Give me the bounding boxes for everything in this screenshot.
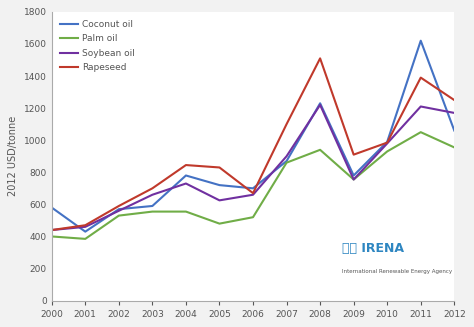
Rapeseed: [217, 165, 222, 169]
Rapeseed: [49, 228, 55, 232]
Soybean oil: [217, 198, 222, 202]
Rapeseed: [284, 122, 290, 126]
Soybean oil: [284, 154, 290, 158]
Palm oil: [217, 222, 222, 226]
Coconut oil: [49, 206, 55, 210]
Rapeseed: [351, 153, 356, 157]
Palm oil: [384, 149, 390, 153]
Line: Rapeseed: Rapeseed: [52, 58, 454, 230]
Soybean oil: [116, 209, 122, 213]
Coconut oil: [418, 39, 424, 43]
Text: ⓈⓈ IRENA: ⓈⓈ IRENA: [342, 242, 403, 255]
Y-axis label: 2012 USD/tonne: 2012 USD/tonne: [9, 116, 18, 196]
Soybean oil: [183, 181, 189, 185]
Rapeseed: [149, 186, 155, 190]
Palm oil: [284, 161, 290, 164]
Palm oil: [418, 130, 424, 134]
Palm oil: [351, 178, 356, 181]
Coconut oil: [116, 207, 122, 211]
Soybean oil: [49, 228, 55, 232]
Rapeseed: [250, 191, 256, 195]
Palm oil: [451, 146, 457, 149]
Coconut oil: [217, 183, 222, 187]
Coconut oil: [351, 174, 356, 178]
Soybean oil: [317, 103, 323, 107]
Coconut oil: [317, 101, 323, 105]
Palm oil: [250, 215, 256, 219]
Coconut oil: [250, 186, 256, 190]
Text: International Renewable Energy Agency: International Renewable Energy Agency: [342, 269, 452, 274]
Line: Palm oil: Palm oil: [52, 132, 454, 239]
Palm oil: [82, 237, 88, 241]
Rapeseed: [317, 56, 323, 60]
Soybean oil: [451, 111, 457, 115]
Palm oil: [149, 210, 155, 214]
Coconut oil: [284, 159, 290, 163]
Coconut oil: [451, 129, 457, 132]
Line: Coconut oil: Coconut oil: [52, 41, 454, 232]
Rapeseed: [82, 223, 88, 227]
Palm oil: [116, 214, 122, 217]
Coconut oil: [183, 174, 189, 178]
Soybean oil: [250, 193, 256, 197]
Rapeseed: [116, 204, 122, 208]
Coconut oil: [82, 230, 88, 233]
Coconut oil: [384, 140, 390, 144]
Rapeseed: [384, 141, 390, 145]
Palm oil: [183, 210, 189, 214]
Soybean oil: [418, 105, 424, 109]
Line: Soybean oil: Soybean oil: [52, 105, 454, 230]
Rapeseed: [451, 98, 457, 102]
Coconut oil: [149, 204, 155, 208]
Rapeseed: [418, 76, 424, 79]
Soybean oil: [82, 225, 88, 229]
Palm oil: [317, 148, 323, 152]
Rapeseed: [183, 163, 189, 167]
Soybean oil: [351, 178, 356, 181]
Soybean oil: [149, 193, 155, 197]
Soybean oil: [384, 142, 390, 146]
Palm oil: [49, 234, 55, 238]
Legend: Coconut oil, Palm oil, Soybean oil, Rapeseed: Coconut oil, Palm oil, Soybean oil, Rape…: [56, 16, 139, 76]
